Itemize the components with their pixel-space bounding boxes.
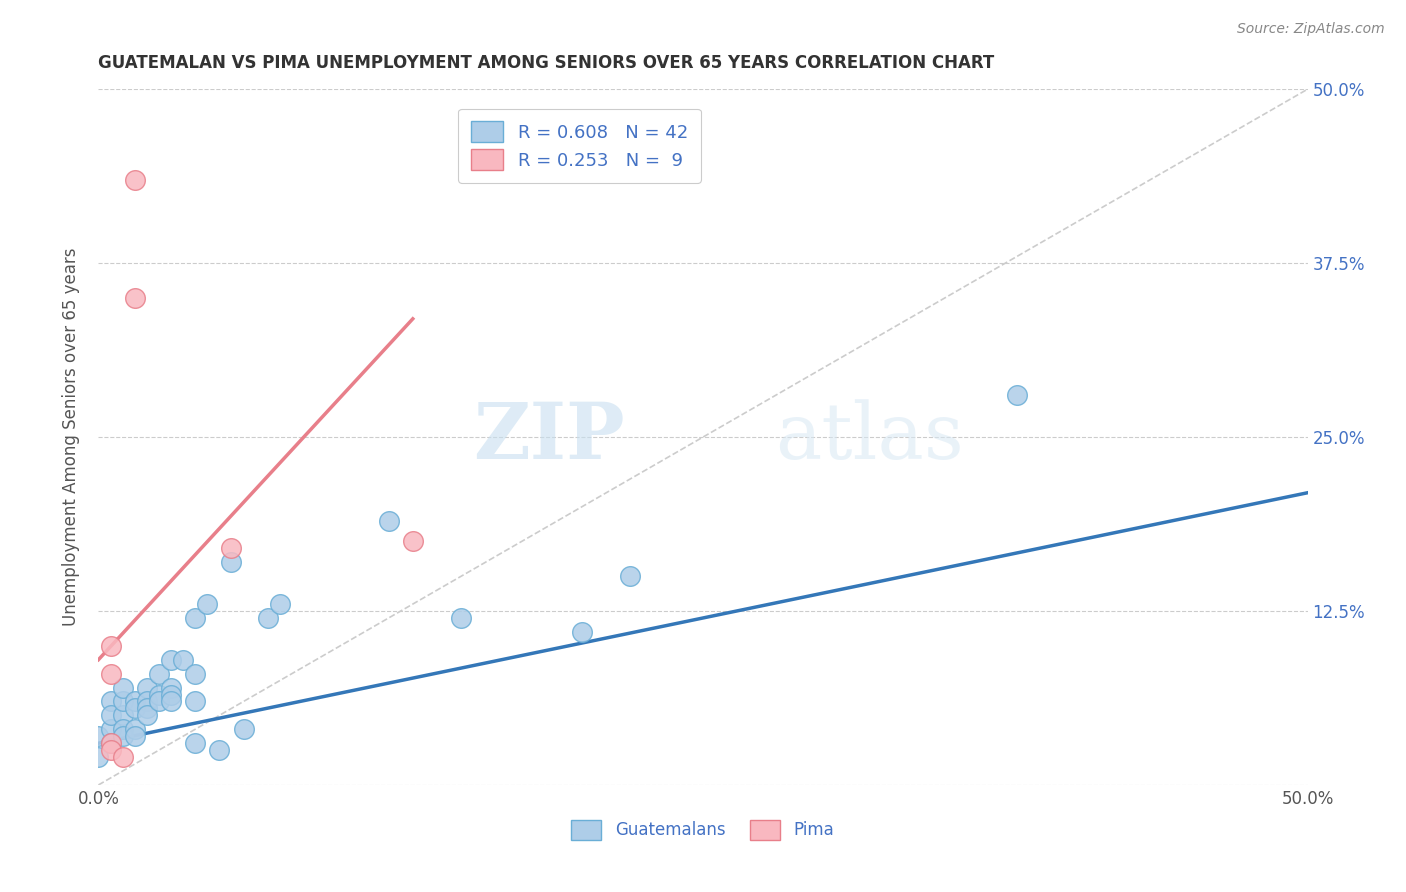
- Text: GUATEMALAN VS PIMA UNEMPLOYMENT AMONG SENIORS OVER 65 YEARS CORRELATION CHART: GUATEMALAN VS PIMA UNEMPLOYMENT AMONG SE…: [98, 54, 994, 72]
- Point: [184, 611, 207, 625]
- Point: [135, 681, 157, 695]
- Point: [160, 681, 183, 695]
- Point: [619, 569, 641, 583]
- Point: [377, 514, 399, 528]
- Point: [100, 736, 122, 750]
- Point: [87, 750, 110, 764]
- Text: ZIP: ZIP: [472, 399, 624, 475]
- Point: [402, 534, 425, 549]
- Point: [232, 723, 254, 737]
- Point: [124, 701, 146, 715]
- Point: [100, 708, 122, 723]
- Legend: Guatemalans, Pima: Guatemalans, Pima: [565, 814, 841, 847]
- Text: Source: ZipAtlas.com: Source: ZipAtlas.com: [1237, 22, 1385, 37]
- Point: [111, 694, 134, 708]
- Point: [571, 624, 593, 639]
- Point: [100, 639, 122, 653]
- Point: [184, 736, 207, 750]
- Point: [1007, 388, 1029, 402]
- Point: [135, 701, 157, 715]
- Point: [221, 541, 243, 556]
- Point: [160, 653, 183, 667]
- Point: [100, 666, 122, 681]
- Point: [100, 723, 122, 737]
- Point: [100, 743, 122, 757]
- Point: [256, 611, 278, 625]
- Point: [124, 723, 146, 737]
- Point: [221, 555, 243, 569]
- Point: [160, 694, 183, 708]
- Point: [172, 653, 194, 667]
- Point: [208, 743, 231, 757]
- Point: [160, 688, 183, 702]
- Point: [111, 708, 134, 723]
- Point: [111, 681, 134, 695]
- Point: [124, 172, 146, 186]
- Point: [111, 723, 134, 737]
- Point: [124, 694, 146, 708]
- Point: [100, 694, 122, 708]
- Point: [111, 750, 134, 764]
- Point: [111, 729, 134, 743]
- Point: [135, 708, 157, 723]
- Point: [148, 694, 170, 708]
- Point: [148, 666, 170, 681]
- Point: [195, 597, 218, 611]
- Point: [148, 688, 170, 702]
- Point: [87, 729, 110, 743]
- Point: [269, 597, 291, 611]
- Y-axis label: Unemployment Among Seniors over 65 years: Unemployment Among Seniors over 65 years: [62, 248, 80, 626]
- Point: [124, 729, 146, 743]
- Point: [450, 611, 472, 625]
- Point: [100, 736, 122, 750]
- Point: [124, 291, 146, 305]
- Point: [135, 694, 157, 708]
- Point: [184, 666, 207, 681]
- Text: atlas: atlas: [776, 400, 965, 475]
- Point: [184, 694, 207, 708]
